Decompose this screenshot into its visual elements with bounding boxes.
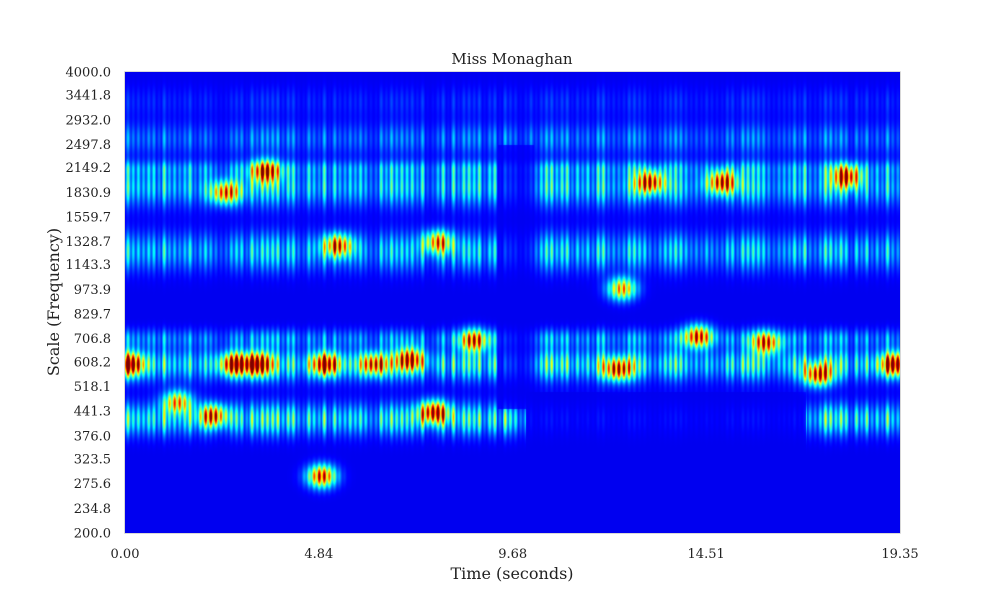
y-axis-label: Scale (Frequency) <box>44 228 63 376</box>
chart-title: Miss Monaghan <box>451 50 573 68</box>
spectrogram-heatmap <box>125 72 900 533</box>
y-tick-label: 4000.0 <box>66 66 112 81</box>
y-tick-label: 1143.3 <box>66 258 112 273</box>
x-tick-label: 19.35 <box>881 547 918 562</box>
y-tick-label: 1328.7 <box>66 235 112 250</box>
y-tick-label: 2149.2 <box>66 161 112 176</box>
x-axis: 0.00 4.84 9.68 14.51 19.35 <box>111 547 919 562</box>
y-tick-label: 441.3 <box>74 405 111 420</box>
y-tick-label: 973.9 <box>74 283 111 298</box>
x-tick-label: 9.68 <box>498 547 527 562</box>
y-tick-label: 2497.8 <box>66 138 112 153</box>
x-tick-label: 0.00 <box>111 547 140 562</box>
y-tick-label: 234.8 <box>74 502 111 517</box>
y-tick-label: 706.8 <box>74 332 111 347</box>
y-tick-label: 376.0 <box>74 429 111 444</box>
y-tick-label: 608.2 <box>74 355 111 370</box>
y-tick-label: 1830.9 <box>66 186 112 201</box>
y-tick-label: 1559.7 <box>66 210 112 225</box>
y-tick-label: 275.6 <box>74 477 111 492</box>
y-tick-label: 829.7 <box>74 308 111 323</box>
x-tick-label: 14.51 <box>688 547 725 562</box>
y-tick-label: 518.1 <box>74 380 111 395</box>
y-tick-label: 200.0 <box>74 527 111 542</box>
y-tick-label: 323.5 <box>74 452 111 467</box>
x-axis-label: Time (seconds) <box>450 564 573 583</box>
x-tick-label: 4.84 <box>304 547 333 562</box>
y-axis: 200.0 234.8 275.6 323.5 376.0 441.3 518.1 608.2… <box>66 66 112 542</box>
y-tick-label: 3441.8 <box>66 89 112 104</box>
y-tick-label: 2932.0 <box>66 113 112 128</box>
